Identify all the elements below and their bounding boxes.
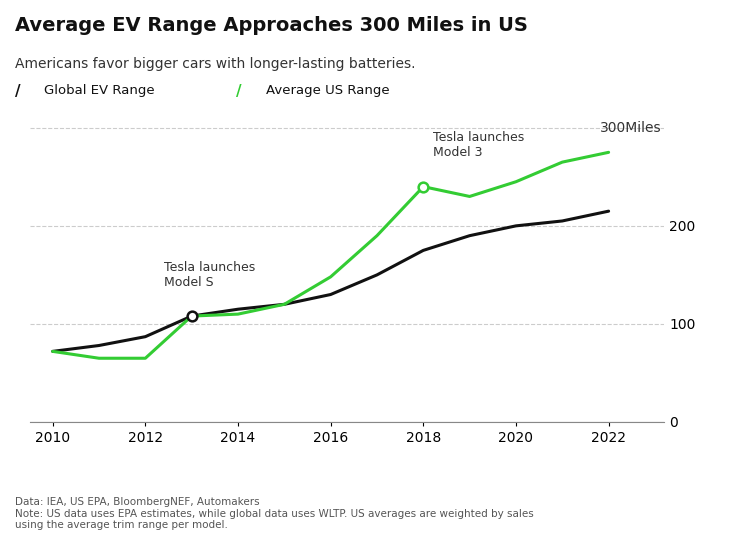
Text: Global EV Range: Global EV Range — [44, 84, 155, 97]
Text: Tesla launches
Model 3: Tesla launches Model 3 — [432, 131, 524, 159]
Text: /: / — [236, 84, 242, 99]
Text: 300Miles: 300Miles — [600, 121, 662, 135]
Text: Average EV Range Approaches 300 Miles in US: Average EV Range Approaches 300 Miles in… — [15, 16, 528, 35]
Text: /: / — [15, 84, 21, 99]
Text: Tesla launches
Model S: Tesla launches Model S — [164, 261, 255, 289]
Text: Average US Range: Average US Range — [266, 84, 390, 97]
Text: Americans favor bigger cars with longer-lasting batteries.: Americans favor bigger cars with longer-… — [15, 57, 415, 71]
Text: Data: IEA, US EPA, BloombergNEF, Automakers
Note: US data uses EPA estimates, wh: Data: IEA, US EPA, BloombergNEF, Automak… — [15, 497, 534, 530]
